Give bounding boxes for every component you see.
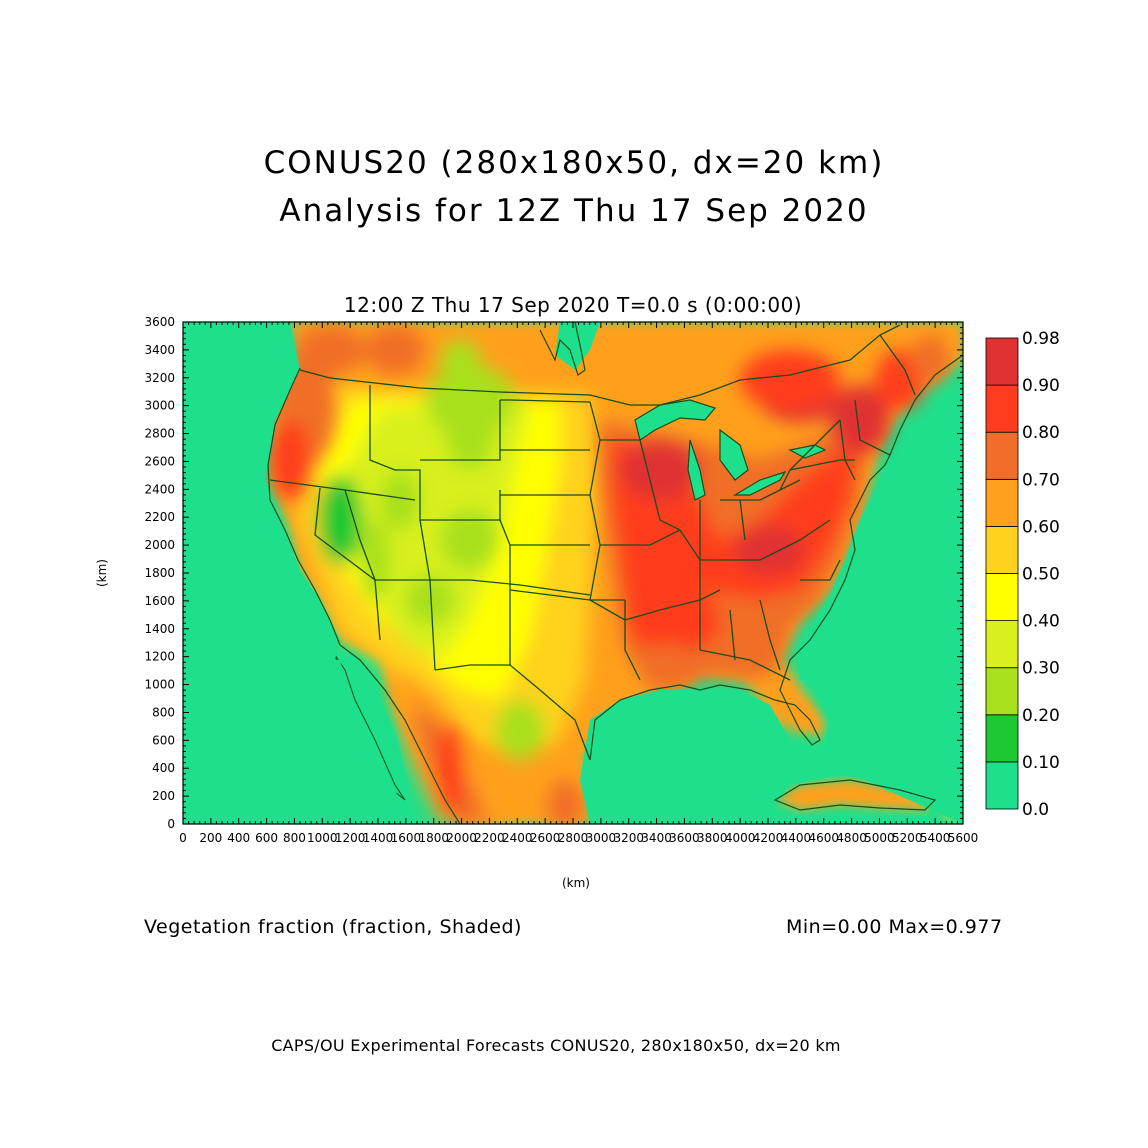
x-tick-label: 3600	[669, 831, 700, 845]
x-tick-label: 5600	[948, 831, 979, 845]
x-tick-label: 3000	[586, 831, 617, 845]
x-tick-label: 4000	[725, 831, 756, 845]
colorbar-swatch	[985, 620, 1019, 669]
colorbar-label: 0.10	[1022, 753, 1060, 773]
x-tick-label: 4200	[753, 831, 784, 845]
political-borders	[269, 324, 916, 761]
y-tick-label: 2400	[144, 482, 175, 496]
colorbar-legend: 0.0 0.10 0.20 0.30 0.40 0.50 0.60 0.70 0.80 0.90 0…	[985, 329, 1060, 820]
coastlines	[267, 322, 963, 824]
y-tick-label: 0	[167, 817, 175, 831]
x-tick-label: 2000	[446, 831, 477, 845]
colorbar-swatch	[985, 667, 1019, 716]
y-tick-label: 3200	[144, 371, 175, 385]
x-tick-label: 1000	[307, 831, 338, 845]
min-max-readout: Min=0.00 Max=0.977	[786, 916, 1003, 938]
x-tick-label: 2600	[530, 831, 561, 845]
y-tick-label: 3000	[144, 399, 175, 413]
map-title-line-1: CONUS20 (280x180x50, dx=20 km)	[263, 145, 885, 181]
colorbar-label: 0.70	[1022, 470, 1060, 490]
colorbar-label: 0.90	[1022, 376, 1060, 396]
colorbar-label: 0.80	[1022, 423, 1060, 443]
x-tick-label: 1600	[391, 831, 422, 845]
x-tick-label: 4800	[836, 831, 867, 845]
colorbar-label: 0.98	[1022, 329, 1060, 349]
x-tick-label: 2200	[474, 831, 505, 845]
colorbar-swatch	[985, 431, 1019, 480]
x-tick-label: 3800	[697, 831, 728, 845]
great-lakes	[634, 399, 827, 501]
colorbar-swatch	[985, 337, 1019, 386]
y-tick-labels: 0 200 400 600 800 1000 1200 1400 1600 1800 2000 220…	[144, 315, 175, 831]
x-tick-label: 800	[283, 831, 306, 845]
colorbar-swatch	[985, 384, 1019, 433]
colorbar-swatch	[985, 761, 1019, 810]
colorbar-label: 0.60	[1022, 517, 1060, 537]
y-tick-label: 1400	[144, 622, 175, 636]
x-axis-label: (km)	[562, 876, 590, 890]
y-tick-label: 2000	[144, 538, 175, 552]
x-tick-label: 400	[227, 831, 250, 845]
colorbar-label: 0.30	[1022, 659, 1060, 679]
x-tick-label: 1200	[335, 831, 366, 845]
colorbar-swatch	[985, 573, 1019, 621]
x-tick-label: 200	[199, 831, 222, 845]
x-tick-label: 1400	[363, 831, 394, 845]
y-tick-label: 800	[152, 705, 175, 719]
colorbar-swatch	[985, 526, 1019, 574]
y-tick-label: 1800	[144, 566, 175, 580]
x-tick-label: 5000	[864, 831, 895, 845]
y-tick-label: 2200	[144, 510, 175, 524]
axis-ticks	[182, 321, 964, 825]
x-tick-label: 3200	[613, 831, 644, 845]
colorbar-swatch	[985, 714, 1019, 763]
x-tick-labels: 0 200 400 600 800 100012001400160018002000220…	[179, 831, 978, 845]
map-title-line-2: Analysis for 12Z Thu 17 Sep 2020	[279, 193, 869, 229]
x-tick-label: 5400	[920, 831, 951, 845]
field-description: Vegetation fraction (fraction, Shaded)	[144, 916, 522, 938]
colorbar-label: 0.20	[1022, 706, 1060, 726]
x-tick-label: 5200	[892, 831, 923, 845]
y-tick-label: 3600	[144, 315, 175, 329]
x-tick-label: 2400	[502, 831, 533, 845]
y-tick-label: 2600	[144, 454, 175, 468]
y-tick-label: 1200	[144, 650, 175, 664]
colorbar-label: 0.50	[1022, 565, 1060, 585]
y-tick-label: 200	[152, 789, 175, 803]
x-tick-label: 1800	[418, 831, 449, 845]
plot-header: 12:00 Z Thu 17 Sep 2020 T=0.0 s (0:00:00…	[343, 293, 803, 317]
y-tick-label: 2800	[144, 427, 175, 441]
x-tick-label: 4400	[781, 831, 812, 845]
x-tick-label: 0	[179, 831, 187, 845]
y-tick-label: 600	[152, 733, 175, 747]
y-tick-label: 1600	[144, 594, 175, 608]
x-tick-label: 3400	[641, 831, 672, 845]
x-tick-label: 2800	[558, 831, 589, 845]
colorbar-swatch	[985, 478, 1019, 527]
x-tick-label: 4600	[808, 831, 839, 845]
x-tick-label: 600	[255, 831, 278, 845]
colorbar-label: 0.0	[1022, 800, 1049, 820]
y-axis-label: (km)	[95, 559, 109, 587]
y-tick-label: 1000	[144, 678, 175, 692]
y-tick-label: 400	[152, 761, 175, 775]
colorbar-label: 0.40	[1022, 612, 1060, 632]
footer-credit: CAPS/OU Experimental Forecasts CONUS20, …	[271, 1036, 841, 1055]
y-tick-label: 3400	[144, 343, 175, 357]
map-plot-area	[183, 322, 963, 824]
